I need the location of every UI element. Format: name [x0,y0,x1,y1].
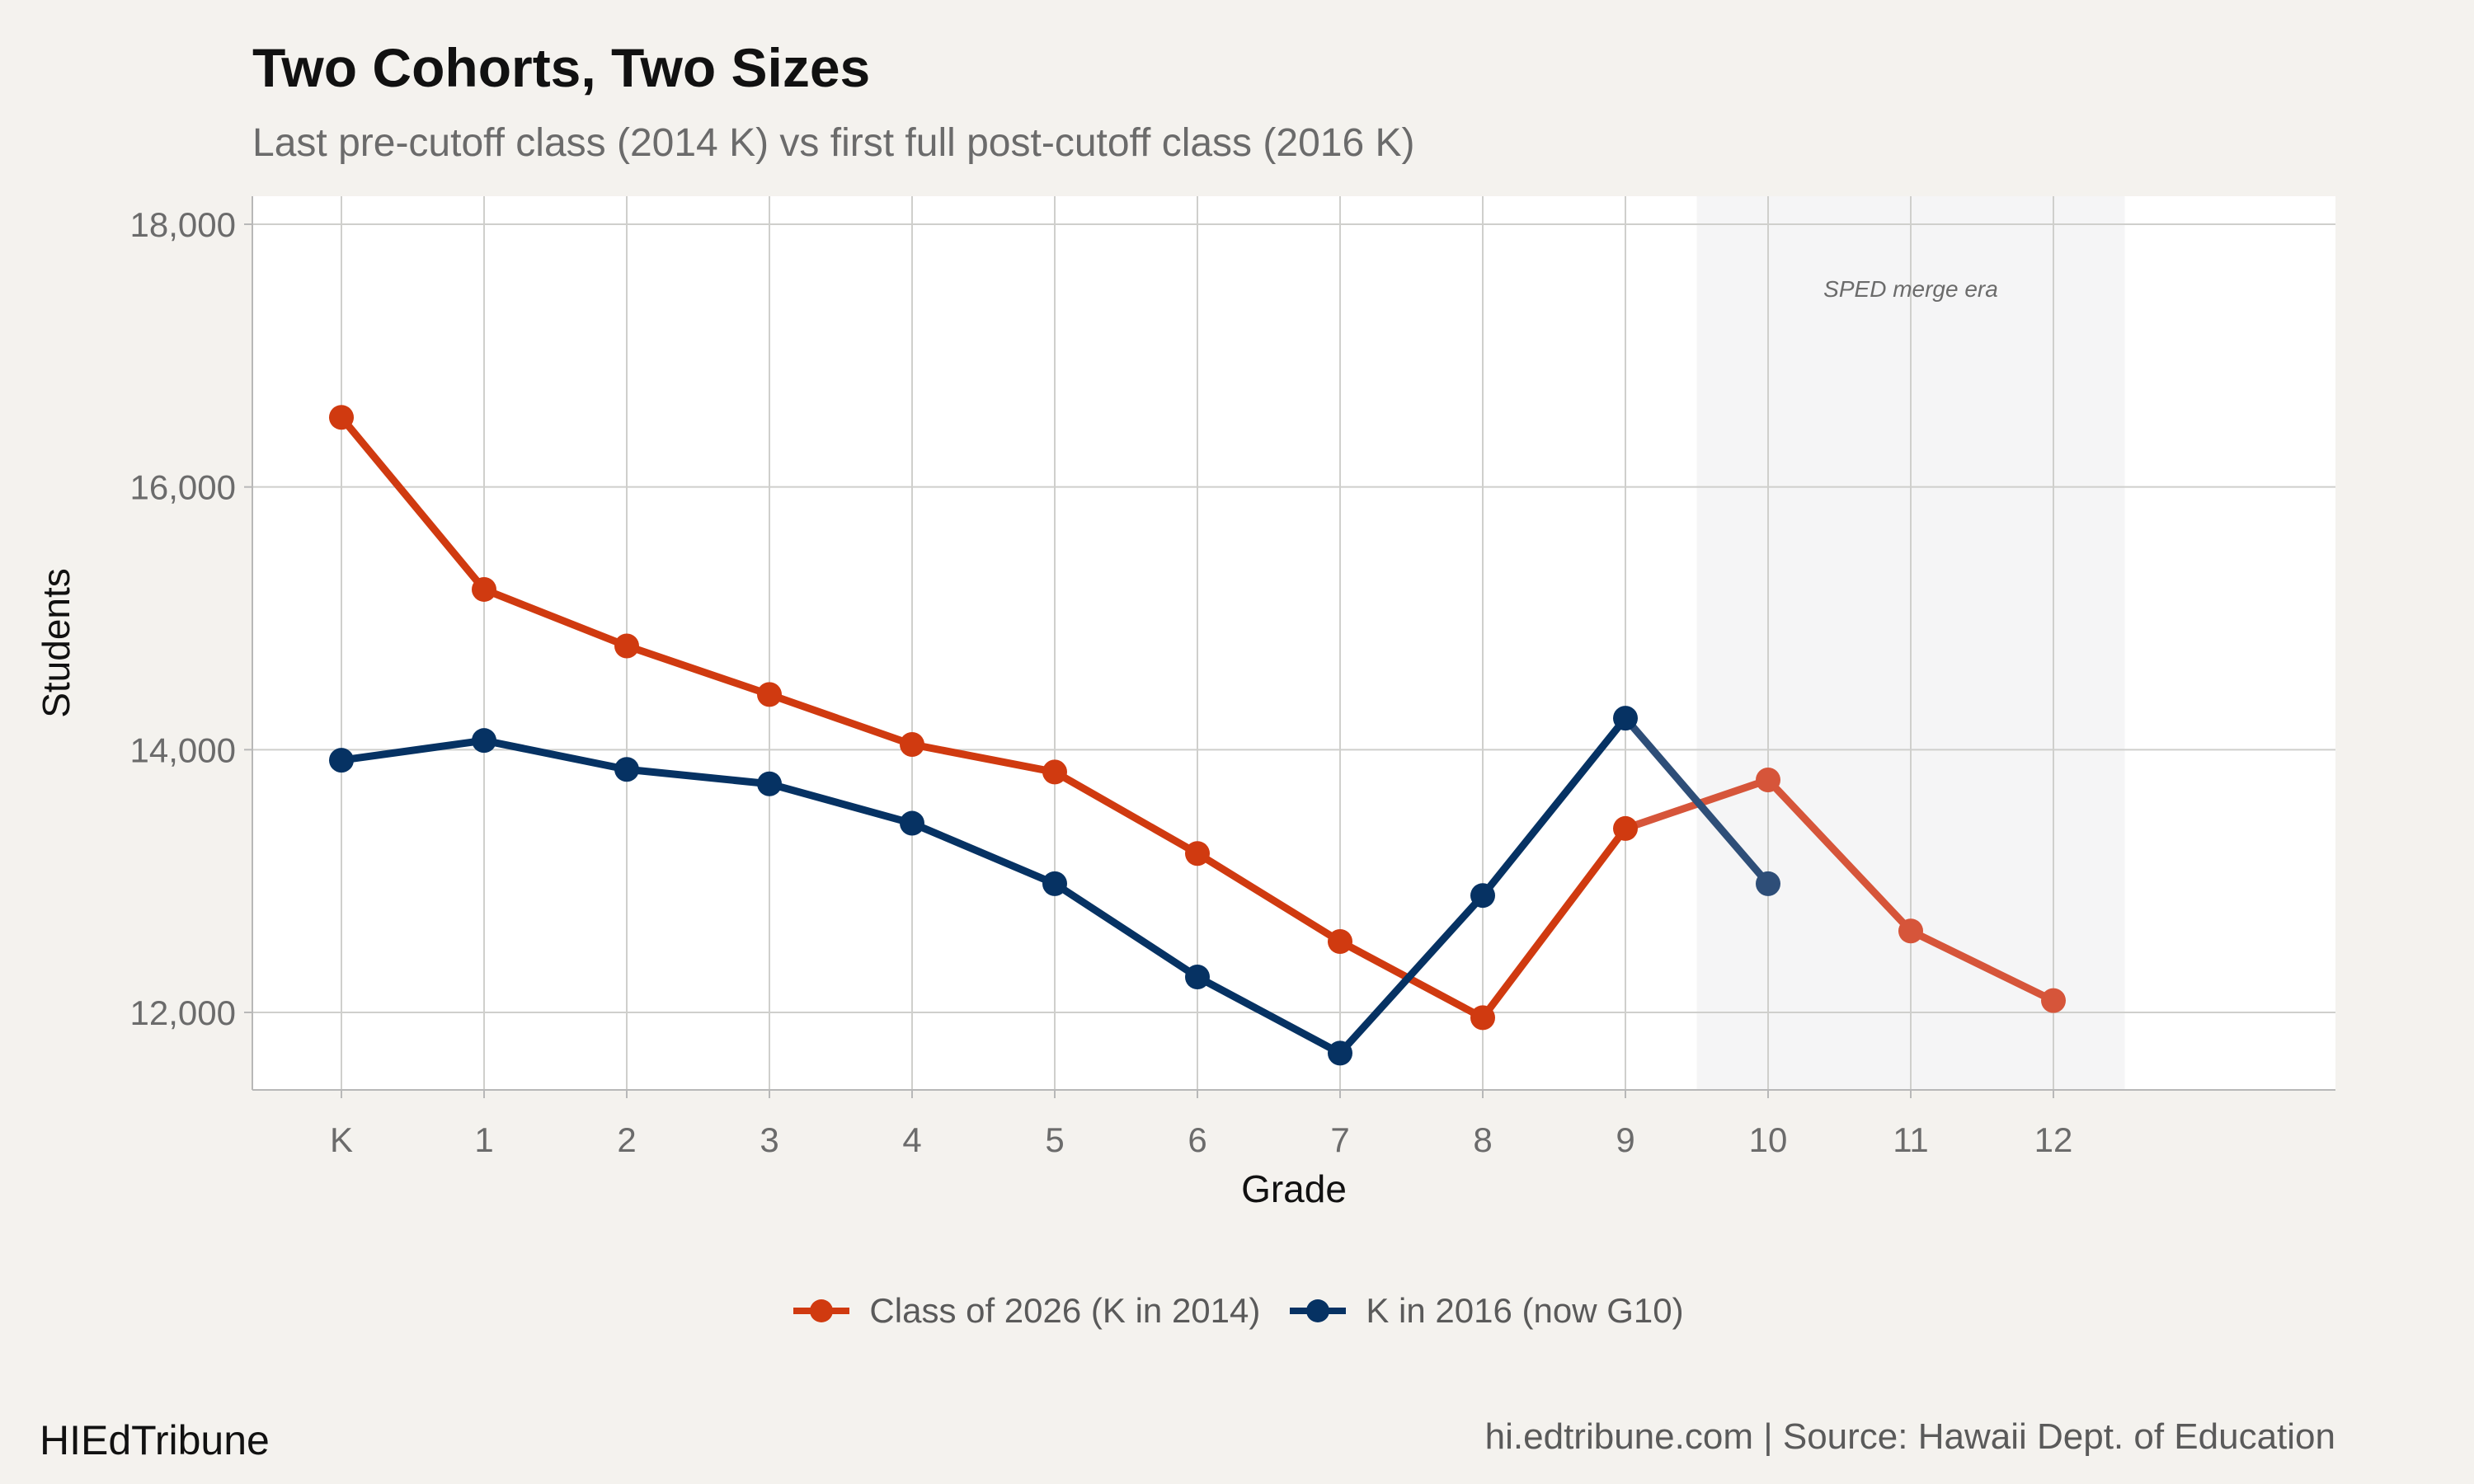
sped-merge-annotation: SPED merge era [1823,276,1998,302]
series-2-segment [1193,973,1344,1057]
series-1-point [1328,928,1352,954]
series-2-point [757,771,782,796]
chart-subtitle: Last pre-cutoff class (2014 K) vs first … [252,121,1415,165]
y-axis-ticks: 12,000 14,000 16,000 18,000 [130,205,252,1032]
series-1-segment [1907,927,2058,1005]
series-1-point [329,405,354,430]
series-2-point [900,810,924,836]
series-2-point [614,757,639,782]
series-2-point [472,728,496,754]
chart-title: Two Cohorts, Two Sizes [252,37,871,98]
legend-item-k-2016: K in 2016 (now G10) [1286,1291,1684,1331]
series-2-segment [1479,714,1630,899]
x-tick-label: 4 [902,1120,921,1159]
y-axis-label: Students [35,568,78,718]
series-2-segment [1051,880,1202,981]
x-tick-label: 6 [1188,1120,1206,1159]
series-2-segment [623,765,774,788]
series-1-point [472,576,496,602]
x-tick-label: K [330,1120,353,1159]
series-2-segment [337,736,488,764]
chart-legend: Class of 2026 (K in 2014) K in 2016 (now… [0,1291,2474,1331]
series-2-point [1328,1040,1352,1066]
x-tick-label: 12 [2034,1120,2073,1159]
series-2-point [1042,871,1067,896]
series-2-point [1613,706,1638,731]
series-2-point [329,748,354,773]
brand-name: HIEdTribune [40,1417,270,1463]
series-2-segment [1336,891,1487,1057]
series-1-point [1185,841,1210,866]
series-2-point [1470,883,1495,909]
x-tick-label: 11 [1893,1120,1929,1159]
series-2-point [1756,871,1780,896]
source-credit: hi.edtribune.com | Source: Hawaii Dept. … [1484,1416,2335,1457]
series-1-segment [1479,824,1630,1021]
series-2-point [1185,964,1210,989]
series-1-segment [480,585,631,650]
series-1-segment [908,740,1059,776]
series-1-segment [623,641,774,698]
y-tick-label: 18,000 [130,205,236,244]
x-tick-label: 9 [1616,1120,1634,1159]
y-tick-label: 14,000 [130,730,236,769]
series-1-segment [1193,849,1344,946]
legend-key-class-2026 [790,1294,853,1327]
legend-label-k-2016: K in 2016 (now G10) [1366,1291,1684,1330]
series-1-point [900,731,924,757]
series-1-point [1898,918,1923,944]
y-tick-label: 16,000 [130,468,236,507]
x-tick-label: 7 [1330,1120,1349,1159]
series-1-point [1756,767,1780,792]
legend-item-class-2026: Class of 2026 (K in 2014) [790,1291,1260,1331]
series-1-segment [1051,768,1202,857]
series-1-point [1042,759,1067,785]
series-2-segment [480,736,631,773]
x-tick-label: 5 [1045,1120,1064,1159]
series-1-segment [1764,776,1915,935]
legend-label-class-2026: Class of 2026 (K in 2014) [869,1291,1261,1330]
x-tick-label: 10 [1749,1120,1788,1159]
y-tick-label: 12,000 [130,993,236,1032]
series-2-segment [1621,714,1772,888]
x-tick-label: 8 [1473,1120,1492,1159]
series-1-point [1613,815,1638,841]
series-1-point [614,633,639,659]
series-1-segment [337,413,488,594]
legend-key-k-2016 [1286,1294,1349,1327]
x-axis-label: Grade [1241,1167,1347,1210]
x-tick-label: 1 [474,1120,493,1159]
grid-lines [252,196,2335,1090]
x-tick-label: 2 [617,1120,636,1159]
series-1-point [757,682,782,707]
x-tick-label: 3 [760,1120,778,1159]
line-chart: SPED merge era 12,00014,00016,00018,000 … [35,196,2335,1210]
series-1-point [1470,1005,1495,1031]
series-1-point [2041,988,2066,1013]
series-group [329,405,2066,1066]
x-axis-ticks: K 1 2 3 4 5 6 7 8 9 10 11 12 [330,1090,2072,1159]
series-1-segment [765,690,916,749]
series-2-segment [908,819,1059,888]
series-2-segment [765,780,916,828]
